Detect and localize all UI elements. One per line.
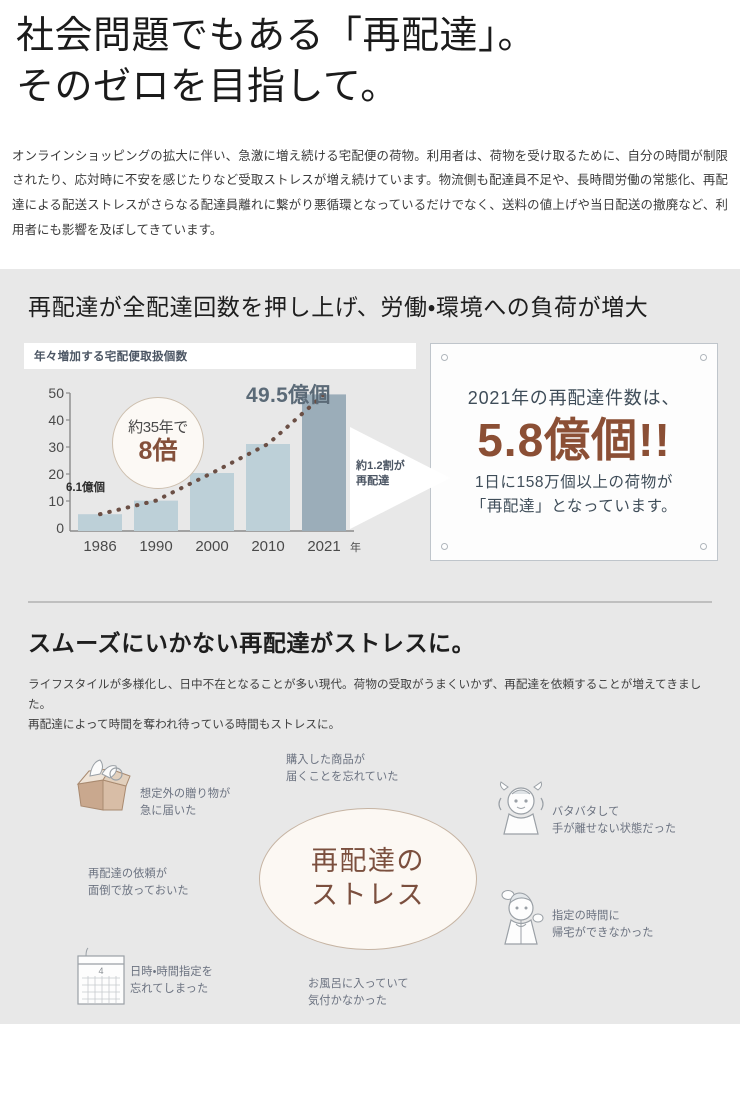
section2-para-line-2: 再配達によって時間を奪われ待っている時間もストレスに。 <box>28 718 341 732</box>
section2-paragraph: ライフスタイルが多様化し、日中不在となることが多い現代。荷物の受取がうまくいかず… <box>28 675 712 736</box>
x-axis-unit: 年 <box>350 540 361 554</box>
bar-1990 <box>134 500 178 531</box>
note-postponed-request: 再配達の依頼が 面倒で放っておいた <box>88 866 189 901</box>
parcel-volume-chart: 年々増加する宅配便取扱個数 50 40 30 20 10 <box>24 342 450 571</box>
svg-text:0: 0 <box>56 520 64 536</box>
hero-section: 社会問題でもある「再配達」。 そのゼロを目指して。 <box>0 0 740 110</box>
svg-text:1990: 1990 <box>139 538 172 555</box>
hero-line-1: 社会問題でもある「再配達」。 <box>16 14 728 59</box>
note-unexpected-gift-line-2: 急に届いた <box>140 804 197 817</box>
screw-icon-bottom-right <box>700 542 707 550</box>
note-forgot-order: 購入した商品が 届くことを忘れていた <box>286 752 399 787</box>
note-unexpected-gift: 想定外の贈り物が 急に届いた <box>140 786 230 821</box>
section2-para-line-1: ライフスタイルが多様化し、日中不在となることが多い現代。荷物の受取がうまくいかず… <box>28 677 702 711</box>
note-postponed-request-line-2: 面倒で放っておいた <box>88 884 189 897</box>
bar-2000 <box>190 472 234 531</box>
hero-title-line-2: そのゼロを目指して。 <box>16 65 399 108</box>
arrow-note-text: 約1.2割が 再配達 <box>356 459 405 489</box>
intro-paragraph: オンラインショッピングの拡大に伴い、急激に増え続ける宅配便の荷物。利用者は、荷物… <box>12 148 728 238</box>
svg-text:10: 10 <box>48 493 64 509</box>
note-postponed-request-line-1: 再配達の依頼が <box>88 867 168 880</box>
stat-panel-lead: 2021年の再配達件数は、 <box>467 387 681 408</box>
gift-box-icon <box>72 756 134 816</box>
redelivery-stat-panel: 2021年の再配達件数は、 5.8億個!! 1日に158万個以上の荷物が 「再配… <box>430 342 718 561</box>
screw-icon-bottom-left <box>441 542 448 550</box>
section-delivery-stats: 再配達が全配達回数を押し上げ、労働・環境への負荷が増大 年々増加する宅配便取扱個… <box>0 268 740 603</box>
note-in-bath: お風呂に入っていて 気付かなかった <box>308 976 409 1011</box>
hero-highlight-1: 社会問題でもある「再配達」。 <box>16 14 537 59</box>
stress-diagram: 再配達の ストレス <box>0 746 740 1024</box>
y-ticks <box>66 392 70 502</box>
svg-text:20: 20 <box>48 466 64 482</box>
svg-text:4: 4 <box>98 966 103 976</box>
note-forgot-timeslot-line-1: 日時・時間指定を <box>130 965 213 978</box>
chart-plot: 50 40 30 20 10 0 <box>24 375 450 571</box>
note-too-busy-line-2: 手が離せない状態だった <box>552 822 677 835</box>
chart-bars <box>78 394 346 531</box>
busy-person-icon <box>492 776 550 836</box>
stress-center-oval: 再配達の ストレス <box>259 807 477 950</box>
chart-area: 年々増加する宅配便取扱個数 50 40 30 20 10 <box>0 342 740 571</box>
screw-icon-top-left <box>441 353 448 361</box>
arrow-note-line-1: 約1.2割が <box>356 459 405 472</box>
chart-svg: 50 40 30 20 10 0 <box>48 385 361 555</box>
stress-center-line-2: ストレス <box>311 879 425 910</box>
note-forgot-timeslot-line-2: 忘れてしまった <box>130 982 209 995</box>
hero-highlight-2: そのゼロを目指して。 <box>16 65 399 110</box>
section-divider <box>28 600 712 603</box>
stat-panel-value: 5.8億個!! <box>477 414 671 467</box>
growth-badge-top: 約35年で <box>128 419 188 437</box>
section2-heading: スムーズにいかない再配達がストレスに。 <box>28 629 476 656</box>
stat-panel-detail-2: 「再配達」となっています。 <box>470 497 678 515</box>
note-not-home: 指定の時間に 帰宅ができなかった <box>552 908 654 943</box>
stress-center-line-1: 再配達の <box>311 845 425 876</box>
growth-badge-value: 8倍 <box>138 436 178 465</box>
trend-line <box>98 392 326 516</box>
svg-text:2000: 2000 <box>195 538 228 555</box>
section-divider-wrap <box>0 570 740 603</box>
note-forgot-order-line-2: 届くことを忘れていた <box>286 770 399 783</box>
note-in-bath-line-2: 気付かなかった <box>308 994 388 1007</box>
svg-text:40: 40 <box>48 412 64 428</box>
svg-text:2021: 2021 <box>307 538 340 555</box>
hero-line-2: そのゼロを目指して。 <box>16 65 728 110</box>
svg-text:50: 50 <box>48 385 64 401</box>
note-forgot-timeslot: 日時・時間指定を 忘れてしまった <box>130 964 213 999</box>
y-tick-labels: 50 40 30 20 10 0 <box>48 385 64 536</box>
chart-title: 年々増加する宅配便取扱個数 <box>24 342 416 369</box>
peak-value-label: 49.5億個 <box>246 383 331 407</box>
svg-text:30: 30 <box>48 439 64 455</box>
hero-title-line-1: 社会問題でもある「再配達」。 <box>16 15 537 57</box>
note-not-home-line-2: 帰宅ができなかった <box>552 926 654 939</box>
svg-text:1986: 1986 <box>83 538 116 555</box>
screw-icon-top-right <box>700 353 707 361</box>
note-unexpected-gift-line-1: 想定外の贈り物が <box>140 787 231 800</box>
x-tick-labels: 1986 1990 2000 2010 2021 <box>83 538 340 555</box>
note-too-busy-line-1: バタバタして <box>552 805 620 818</box>
note-too-busy: バタバタして 手が離せない状態だった <box>552 804 676 839</box>
growth-badge: 約35年で 8倍 <box>112 396 204 489</box>
section-stress: スムーズにいかない再配達がストレスに。 ライフスタイルが多様化し、日中不在となる… <box>0 602 740 1024</box>
arrow-triangle-icon <box>350 426 450 529</box>
arrow-note-line-2: 再配達 <box>356 474 390 487</box>
svg-text:2010: 2010 <box>251 538 284 555</box>
note-in-bath-line-1: お風呂に入っていて <box>308 977 409 990</box>
section1-heading: 再配達が全配達回数を押し上げ、労働・環境への負荷が増大 <box>28 293 649 320</box>
bar-2010 <box>246 443 290 531</box>
bar-2021 <box>302 394 346 531</box>
stat-panel-detail-1: 1日に158万個以上の荷物が <box>475 473 673 491</box>
person-home-icon <box>492 886 550 948</box>
calendar-icon: 4 <box>72 946 130 1008</box>
redelivery-arrow-callout: 約1.2割が 再配達 <box>350 426 454 529</box>
note-not-home-line-1: 指定の時間に <box>552 909 620 922</box>
bar-1986 <box>78 513 122 531</box>
first-value-label: 6.1億個 <box>66 481 105 494</box>
note-forgot-order-line-1: 購入した商品が <box>286 753 366 766</box>
